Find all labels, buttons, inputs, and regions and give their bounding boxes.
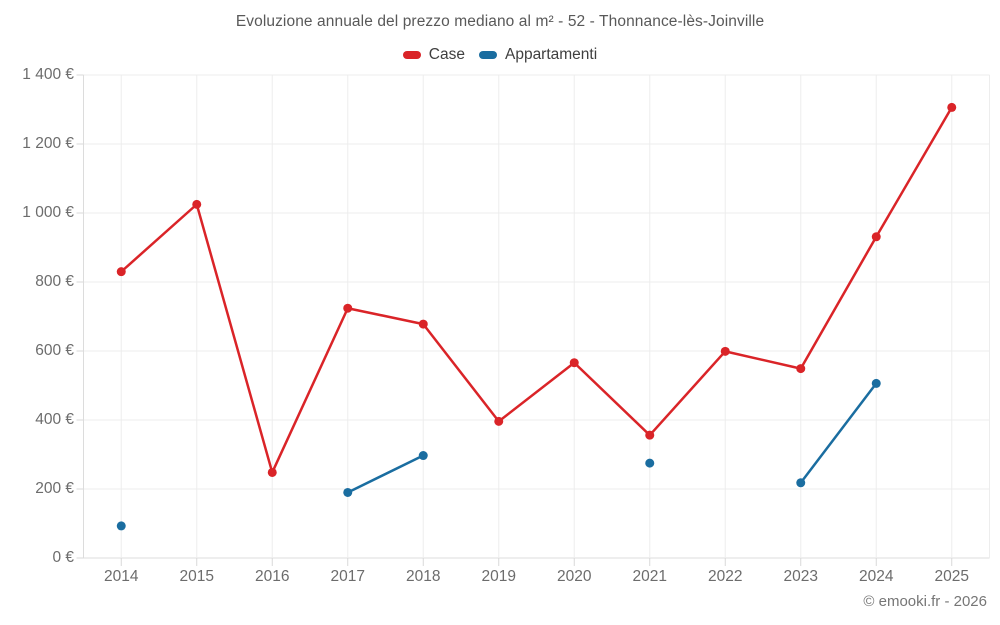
series-line-appartamenti xyxy=(346,454,425,494)
data-point-case[interactable] xyxy=(418,319,428,329)
chart-title: Evoluzione annuale del prezzo mediano al… xyxy=(235,13,765,30)
series-line-case xyxy=(648,350,727,437)
data-point-appartamenti[interactable] xyxy=(116,521,126,531)
x-tick-label: 2017 xyxy=(330,568,365,585)
y-tick-label: 1 200 € xyxy=(22,135,74,152)
legend-item-case[interactable]: Case xyxy=(402,46,465,64)
series-line-case xyxy=(422,322,500,423)
data-point-case[interactable] xyxy=(720,346,730,356)
x-tick-label: 2019 xyxy=(481,568,516,585)
data-point-case[interactable] xyxy=(871,232,881,242)
data-point-case[interactable] xyxy=(796,364,806,374)
y-tick-label: 1 400 € xyxy=(22,66,74,83)
data-point-case[interactable] xyxy=(494,416,504,426)
series-line-case xyxy=(346,306,425,326)
x-tick-label: 2023 xyxy=(783,568,818,585)
series-line-appartamenti xyxy=(799,382,878,485)
legend: Case Appartamenti xyxy=(0,46,1000,64)
data-point-appartamenti[interactable] xyxy=(796,478,806,488)
data-point-appartamenti[interactable] xyxy=(418,451,428,461)
y-tick-label: 600 € xyxy=(35,342,74,359)
x-tick-label: 2025 xyxy=(934,568,969,585)
series-line-case xyxy=(271,306,349,474)
data-point-appartamenti[interactable] xyxy=(343,487,353,497)
x-tick-label: 2020 xyxy=(557,568,592,585)
copyright: © emooki.fr - 2026 xyxy=(863,593,987,610)
data-point-case[interactable] xyxy=(267,467,277,477)
data-point-case[interactable] xyxy=(947,102,957,112)
legend-label-appartamenti: Appartamenti xyxy=(504,46,598,63)
x-tick-label: 2022 xyxy=(708,568,743,585)
legend-item-appartamenti[interactable]: Appartamenti xyxy=(478,46,598,64)
case-series-swatch-icon xyxy=(402,51,421,59)
series-line-case xyxy=(724,350,802,370)
y-tick-label: 200 € xyxy=(35,480,74,497)
appartamenti-series-swatch-icon xyxy=(478,51,497,59)
series-line-case xyxy=(120,203,198,273)
data-point-appartamenti[interactable] xyxy=(871,378,881,388)
series-line-case xyxy=(875,106,953,239)
y-tick-label: 0 € xyxy=(52,549,74,566)
series-line-case xyxy=(497,361,576,423)
series-line-case xyxy=(573,361,651,437)
series-line-case xyxy=(195,203,274,474)
data-point-appartamenti[interactable] xyxy=(645,458,655,468)
y-tick-label: 800 € xyxy=(35,273,74,290)
data-point-case[interactable] xyxy=(569,358,579,368)
y-tick-label: 400 € xyxy=(35,411,74,428)
x-tick-label: 2015 xyxy=(179,568,214,585)
x-tick-label: 2024 xyxy=(859,568,894,585)
x-tick-label: 2021 xyxy=(632,568,667,585)
x-tick-label: 2014 xyxy=(104,568,139,585)
data-point-case[interactable] xyxy=(645,430,655,440)
data-point-case[interactable] xyxy=(343,303,353,313)
x-tick-label: 2016 xyxy=(255,568,290,585)
series-line-case xyxy=(799,235,878,370)
y-tick-label: 1 000 € xyxy=(22,204,74,221)
legend-label-case: Case xyxy=(428,46,465,63)
data-point-case[interactable] xyxy=(116,267,126,277)
x-tick-label: 2018 xyxy=(406,568,441,585)
data-point-case[interactable] xyxy=(192,199,202,209)
